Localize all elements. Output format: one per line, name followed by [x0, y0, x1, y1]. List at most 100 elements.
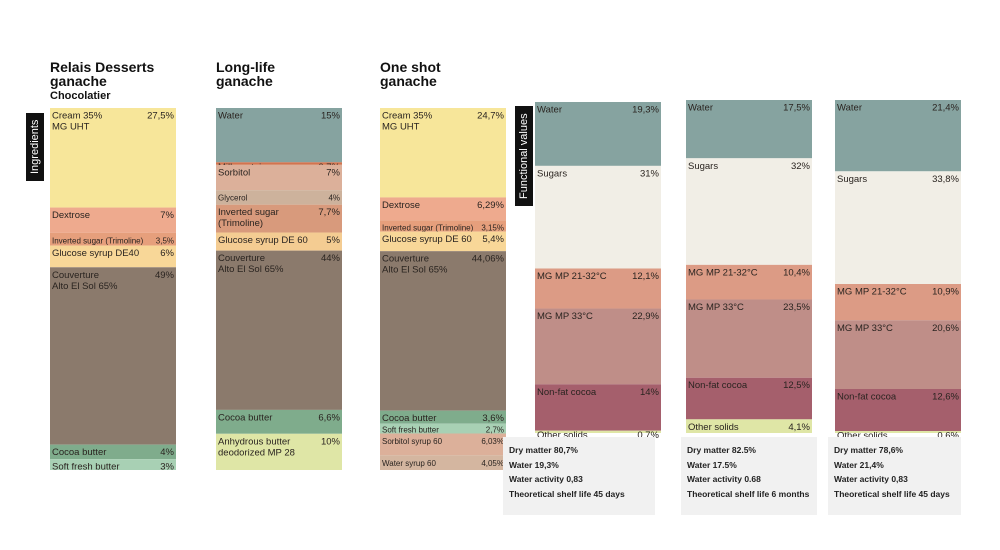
- segment-label: Inverted sugar (Trimoline): [52, 236, 144, 245]
- segment-label: Water: [537, 105, 562, 116]
- segment-value: 10,4%: [783, 267, 810, 278]
- bar-segment: [216, 108, 342, 163]
- segment-value: 7,7%: [318, 207, 340, 218]
- segment-label: Non-fat cocoa: [537, 387, 597, 398]
- info-shelf-life: Theoretical shelf life 45 days: [509, 488, 625, 499]
- segment-label: MG MP 21-32°C: [537, 271, 607, 282]
- segment-label: Cocoa butter: [218, 412, 272, 423]
- bar-segment: [380, 108, 506, 198]
- segment-value: 5%: [326, 235, 340, 246]
- segment-value: 12,6%: [932, 392, 959, 403]
- segment-value: 22,9%: [632, 311, 659, 322]
- info-water-activity: Water activity 0,83: [834, 474, 908, 484]
- bar-segment: [216, 250, 342, 410]
- segment-value: 0,7%: [637, 430, 659, 441]
- info-shelf-life: Theoretical shelf life 6 months: [687, 488, 810, 499]
- bar-segment: [50, 207, 176, 233]
- bar-segment: [216, 190, 342, 205]
- bar-segment: [380, 423, 506, 434]
- bar-segment: [835, 389, 961, 431]
- column-subtitle: Chocolatier: [50, 90, 111, 102]
- info-water-activity: Water activity 0.68: [687, 474, 761, 484]
- column-title-line1: One shot: [380, 59, 441, 75]
- segment-label: Dextrose: [52, 210, 90, 221]
- bar-segment: [50, 108, 176, 208]
- bar-segment: [535, 268, 661, 309]
- bar-segment: [686, 158, 812, 265]
- segment-label: MG MP 33°C: [537, 311, 593, 322]
- segment-label: Couverture: [52, 270, 99, 281]
- segment-value: 49%: [155, 270, 175, 281]
- segment-label: Other solids: [537, 430, 588, 441]
- segment-value: 31%: [640, 168, 660, 179]
- segment-value: 7%: [160, 210, 174, 221]
- segment-value: 4,1%: [788, 422, 810, 433]
- segment-label: Glucose syrup DE 60: [218, 235, 308, 246]
- segment-label: Water syrup 60: [382, 459, 436, 468]
- bar-segment: [535, 430, 661, 433]
- column-title-line2: ganache: [216, 73, 273, 89]
- segment-value: 5,4%: [482, 234, 504, 245]
- segment-label: Inverted sugar: [218, 207, 279, 218]
- segment-label: MG MP 21-32°C: [688, 267, 758, 278]
- segment-label: Sugars: [688, 161, 718, 172]
- bar-segment: [50, 267, 176, 445]
- segment-value: 7%: [326, 167, 340, 178]
- bar-segment: [835, 284, 961, 321]
- column-title-relais: Relais Desserts ganache Chocolatier: [50, 60, 154, 103]
- segment-value: 10,9%: [932, 287, 959, 298]
- bar-segment: [50, 232, 176, 246]
- bar-segment: [686, 377, 812, 420]
- bar-segment: [535, 308, 661, 385]
- segment-label: Other solids: [688, 422, 739, 433]
- info-dry-matter: Dry matter 82.5%: [687, 445, 756, 455]
- segment-label-line2: deodorized MP 28: [218, 447, 295, 458]
- segment-label: Other solids: [837, 431, 888, 442]
- segment-value: 4%: [160, 447, 174, 458]
- bar-segment: [380, 410, 506, 424]
- column-title-line2: ganache: [380, 73, 437, 89]
- segment-label: Soft fresh butter: [52, 462, 120, 473]
- segment-value: 3,6%: [482, 413, 504, 424]
- segment-value: 3,5%: [156, 236, 174, 245]
- bar-segment: [216, 409, 342, 434]
- info-water-activity: Water activity 0,83: [509, 474, 583, 484]
- info-box-1: Dry matter 80,7% Water 19,3% Water activ…: [503, 437, 655, 515]
- segment-label: Anhydrous butter: [218, 436, 290, 447]
- segment-label: Cream 35%: [382, 111, 433, 122]
- bar-segment: [216, 204, 342, 233]
- bar-segment: [686, 100, 812, 159]
- segment-value: 24,7%: [477, 111, 504, 122]
- segment-label: Glycerol: [218, 194, 248, 203]
- segment-label: MG MP 21-32°C: [837, 287, 907, 298]
- segment-value: 4%: [328, 194, 340, 203]
- bar-segment: [380, 220, 506, 232]
- info-water: Water 19,3%: [509, 459, 559, 470]
- segment-value: 17,5%: [783, 103, 810, 114]
- segment-label-line2: (Trimoline): [218, 218, 263, 229]
- segment-value: 15%: [321, 111, 341, 122]
- segment-label: Cocoa butter: [52, 447, 106, 458]
- segment-value: 3,15%: [481, 224, 504, 233]
- segment-label: Non-fat cocoa: [837, 392, 897, 403]
- bar-segment: [835, 100, 961, 172]
- segment-label: Sorbitol syrup 60: [382, 437, 443, 446]
- bar-segment: [535, 384, 661, 431]
- bar-segment: [380, 455, 506, 470]
- segment-label: Non-fat cocoa: [688, 380, 748, 391]
- segment-label-line2: MG UHT: [52, 122, 90, 133]
- bar-segment: [835, 320, 961, 389]
- bar-segment: [50, 245, 176, 268]
- column-title-line1: Relais Desserts: [50, 59, 155, 75]
- segment-label: Sugars: [537, 168, 567, 179]
- segment-label: MG MP 33°C: [688, 302, 744, 313]
- bar-segment: [686, 264, 812, 300]
- segment-label: Dextrose: [382, 200, 420, 211]
- info-dry-matter: Dry matter 78,6%: [834, 445, 903, 455]
- segment-value: 4,05%: [481, 459, 504, 468]
- segment-value: 14%: [640, 387, 660, 398]
- bar-segment: [50, 459, 176, 470]
- column-title-one-shot: One shot ganache: [380, 60, 441, 88]
- segment-label: Cocoa butter: [382, 413, 436, 424]
